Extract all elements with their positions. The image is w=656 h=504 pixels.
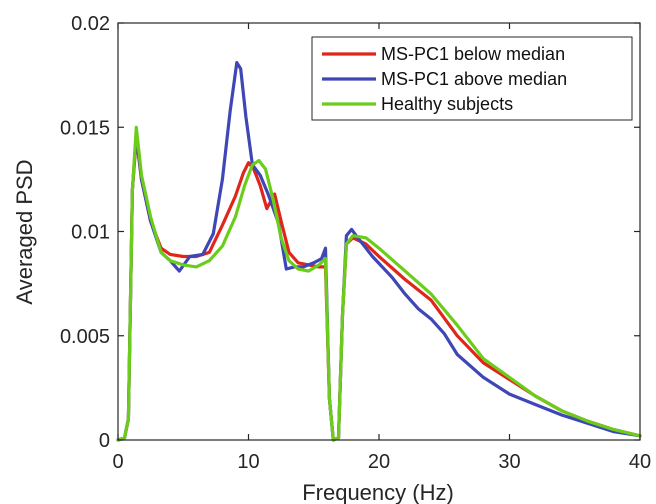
x-tick-label: 20 <box>368 451 390 473</box>
series-layer <box>116 61 642 442</box>
y-tick-label: 0.01 <box>71 222 110 244</box>
y-tick-label: 0.015 <box>60 117 110 139</box>
series-line-1 <box>116 136 642 442</box>
y-tick-label: 0.005 <box>60 326 110 348</box>
y-axis-label: Averaged PSD <box>12 159 37 304</box>
legend-label-3: Healthy subjects <box>381 94 513 114</box>
x-axis-label: Frequency (Hz) <box>302 480 454 504</box>
legend: MS-PC1 below median MS-PC1 above median He… <box>311 36 633 121</box>
x-tick-label: 0 <box>112 451 123 473</box>
legend-label-2: MS-PC1 above median <box>381 69 567 89</box>
x-tick-label: 10 <box>237 451 259 473</box>
y-tick-label: 0 <box>99 430 110 452</box>
axes: 0 10 20 30 40 0 0.005 0.01 0.015 0.02 <box>60 13 651 473</box>
legend-label-1: MS-PC1 below median <box>381 44 565 64</box>
series-line-3 <box>116 125 642 442</box>
y-tick-label: 0.02 <box>71 13 110 35</box>
x-tick-label: 30 <box>498 451 520 473</box>
x-tick-label: 40 <box>629 451 651 473</box>
